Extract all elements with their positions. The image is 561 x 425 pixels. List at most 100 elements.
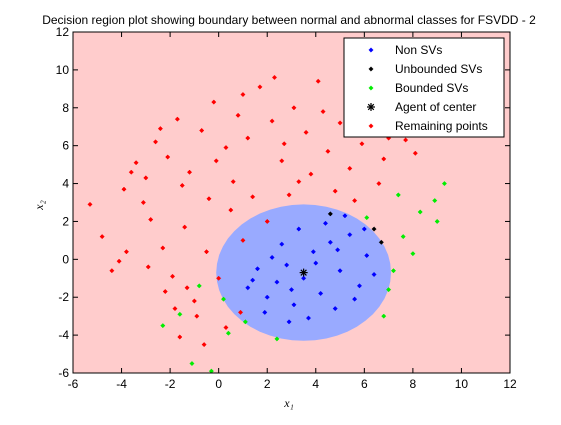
point-remaining-points: [216, 275, 222, 281]
x-tick-label: 0: [215, 377, 222, 391]
legend-marker-agent-of-center: [367, 103, 375, 111]
point-bounded-svs: [441, 181, 448, 187]
point-remaining-points: [376, 181, 382, 187]
point-bounded-svs: [220, 296, 227, 302]
legend-marker-remaining-points: [368, 123, 374, 129]
point-remaining-points: [128, 169, 134, 175]
point-remaining-points: [116, 258, 122, 264]
point-agent-of-center: [299, 268, 308, 277]
point-unbounded-svs: [327, 211, 333, 217]
point-bounded-svs: [417, 209, 423, 215]
x-tick-label: 4: [312, 377, 319, 391]
point-non-svs: [364, 252, 370, 259]
point-remaining-points: [296, 179, 302, 185]
point-remaining-points: [264, 218, 270, 224]
x-axis-label: x₁: [283, 396, 294, 410]
point-remaining-points: [257, 84, 263, 90]
point-remaining-points: [184, 285, 190, 291]
point-remaining-points: [145, 264, 151, 270]
point-non-svs: [296, 226, 302, 232]
legend-label-bounded-svs: Bounded SVs: [395, 81, 468, 95]
point-bounded-svs: [381, 313, 387, 319]
point-bounded-svs: [400, 234, 406, 240]
point-remaining-points: [199, 127, 205, 134]
point-remaining-points: [162, 288, 168, 295]
point-remaining-points: [403, 137, 409, 143]
point-remaining-points: [169, 273, 176, 279]
x-tick-label: -2: [165, 377, 176, 391]
point-bounded-svs: [208, 368, 214, 373]
point-remaining-points: [123, 249, 129, 255]
chart-title: Decision region plot showing boundary be…: [42, 13, 536, 27]
point-remaining-points: [186, 169, 193, 175]
x-tick-label: 2: [264, 377, 271, 391]
y-tick-label: -6: [58, 366, 69, 380]
point-remaining-points: [143, 175, 149, 181]
point-remaining-points: [269, 118, 275, 124]
point-remaining-points: [177, 334, 183, 340]
point-bounded-svs: [364, 215, 370, 221]
point-non-svs: [342, 213, 348, 219]
y-tick-label: 6: [62, 139, 69, 153]
point-remaining-points: [87, 201, 93, 207]
point-non-svs: [305, 315, 312, 321]
legend-label-non-svs: Non SVs: [395, 43, 442, 57]
point-non-svs: [250, 277, 256, 283]
points-layer: [87, 74, 448, 373]
point-remaining-points: [160, 245, 166, 251]
point-remaining-points: [223, 324, 229, 331]
point-remaining-points: [271, 74, 278, 81]
point-non-svs: [269, 254, 275, 260]
point-remaining-points: [182, 224, 188, 230]
point-non-svs: [291, 302, 297, 308]
point-non-svs: [313, 260, 319, 266]
point-remaining-points: [332, 188, 338, 194]
y-tick-label: 4: [62, 177, 69, 191]
x-tick-label: -6: [68, 377, 79, 391]
point-non-svs: [318, 290, 324, 296]
legend-marker-non-svs: [368, 47, 374, 53]
point-remaining-points: [165, 154, 171, 160]
point-bounded-svs: [242, 319, 248, 325]
y-tick-label: 0: [62, 252, 69, 266]
point-non-svs: [352, 296, 358, 302]
point-remaining-points: [191, 298, 197, 304]
point-remaining-points: [352, 198, 358, 204]
x-tick-label: 6: [361, 377, 368, 391]
point-remaining-points: [237, 309, 244, 315]
point-remaining-points: [250, 194, 256, 200]
point-remaining-points: [201, 342, 207, 348]
point-non-svs: [254, 266, 261, 272]
point-remaining-points: [235, 112, 241, 118]
point-non-svs: [288, 287, 295, 293]
point-remaining-points: [223, 145, 229, 151]
point-remaining-points: [303, 129, 309, 135]
legend: Non SVs Unbounded SVs Bounded SVs Agent of …: [343, 37, 505, 138]
x-tick-label: 10: [455, 377, 469, 391]
point-remaining-points: [152, 139, 159, 145]
point-remaining-points: [359, 141, 365, 147]
point-remaining-points: [174, 116, 180, 122]
point-bounded-svs: [160, 323, 166, 329]
legend-marker-unbounded-svs: [368, 66, 374, 72]
legend-label-remaining-points: Remaining points: [395, 119, 488, 133]
point-remaining-points: [133, 160, 139, 166]
point-remaining-points: [148, 216, 154, 223]
point-remaining-points: [211, 99, 217, 105]
point-non-svs: [361, 226, 367, 232]
point-remaining-points: [381, 156, 387, 162]
point-bounded-svs: [189, 360, 195, 367]
x-tick-label: 12: [503, 377, 517, 391]
legend-marker-bounded-svs: [368, 85, 374, 91]
point-remaining-points: [213, 158, 219, 164]
point-remaining-points: [206, 196, 212, 202]
point-remaining-points: [245, 135, 251, 141]
point-remaining-points: [179, 182, 185, 189]
point-non-svs: [327, 239, 333, 245]
point-non-svs: [262, 309, 268, 315]
point-remaining-points: [203, 249, 210, 255]
point-remaining-points: [230, 179, 236, 185]
y-tick-label: 10: [56, 63, 70, 77]
ticks-layer: -6 -4 -2 0 2 4 6 8 10 12 -6 -4 -2 0 2 4 6 8 10 12: [56, 25, 517, 391]
